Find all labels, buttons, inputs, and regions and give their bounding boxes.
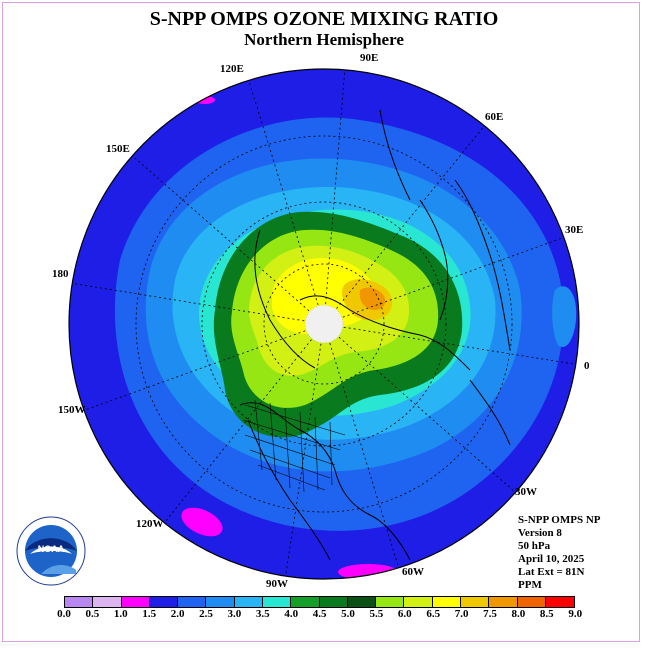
map-subtitle: Northern Hemisphere [244, 30, 404, 49]
colorbar-tick-label: 0.5 [85, 608, 100, 620]
colorbar-tick-label: 1.5 [142, 608, 157, 620]
colorbar-tick-label: 6.5 [426, 608, 441, 620]
ozone-field-7.5 [359, 287, 386, 310]
colorbar-segment [206, 597, 235, 607]
colorbar-segment [347, 597, 377, 607]
noaa-logo-text: NOAA [38, 544, 65, 554]
map-boundary [68, 68, 580, 580]
polar-night-gap [304, 304, 344, 344]
info-pressure-level: 50 hPa [518, 540, 551, 552]
colorbar-segment [404, 597, 433, 607]
colorbar-tick-label: 8.0 [511, 608, 526, 620]
colorbar-segment [432, 597, 461, 607]
colorbar-tick-label: 8.5 [539, 608, 554, 620]
lon-label-60e: 60E [485, 111, 504, 123]
colorbar-tick-label: 3.0 [227, 608, 242, 620]
colorbar-ticks: 0.0 0.5 1.0 1.5 2.0 2.5 3.0 3.5 4.0 4.5 5.0 5.5 6.0 6… [0, 608, 648, 624]
lon-label-120w: 120W [136, 518, 164, 530]
colorbar-tick-label: 0.0 [57, 608, 71, 620]
colorbar-tick-label: 9.0 [568, 608, 583, 620]
colorbar-tick-label: 6.0 [397, 608, 412, 620]
lon-label-30w: 30W [515, 486, 537, 498]
colorbar-segment [262, 597, 292, 607]
colorbar-tick-label: 7.0 [454, 608, 469, 620]
colorbar [64, 596, 576, 608]
lon-label-150e: 150E [106, 143, 130, 155]
info-instrument: S-NPP OMPS NP [518, 514, 601, 526]
ozone-field-low-max-1 [181, 507, 223, 537]
image-frame [2, 2, 640, 642]
lon-label-90e: 90E [360, 52, 379, 64]
colorbar-segment [291, 597, 320, 607]
colorbar-segment [65, 597, 94, 607]
info-version: Version 8 [518, 527, 562, 539]
colorbar-segment [517, 597, 546, 607]
colorbar-tick-label: 2.0 [170, 608, 185, 620]
coastlines [239, 109, 511, 561]
colorbar-segment [93, 597, 122, 607]
info-lat-extent: Lat Ext = 81N [518, 566, 585, 578]
lon-label-150w: 150W [58, 404, 86, 416]
colorbar-tick-label: 2.5 [199, 608, 213, 620]
colorbar-tick-label: 1.0 [113, 608, 128, 620]
colorbar-segment [121, 597, 150, 607]
info-date: April 10, 2025 [518, 553, 585, 565]
latitude-circles [135, 135, 513, 513]
colorbar-segment [376, 597, 405, 607]
colorbar-segment [460, 597, 490, 607]
colorbar-tick-label: 5.5 [369, 608, 384, 620]
colorbar-tick-label: 5.0 [341, 608, 355, 620]
map-title: S-NPP OMPS OZONE MIXING RATIO [149, 8, 499, 30]
meridians [69, 69, 579, 579]
noaa-logo: NOAA [16, 516, 86, 586]
colorbar-segment [489, 597, 518, 607]
data-grid-region [242, 399, 346, 493]
colorbar-tick-label: 7.5 [483, 608, 497, 620]
colorbar-segment [178, 597, 207, 607]
info-units: PPM [518, 579, 542, 591]
lon-label-120e: 120E [220, 63, 244, 75]
colorbar-tick-label: 3.5 [255, 608, 270, 620]
lon-label-30e: 30E [565, 224, 584, 236]
lon-label-0: 0 [584, 360, 590, 372]
lon-label-90w: 90W [266, 578, 288, 590]
colorbar-tick-label: 4.0 [284, 608, 299, 620]
lon-label-60w: 60W [402, 566, 424, 578]
lon-label-180: 180 [52, 268, 69, 280]
colorbar-segment [319, 597, 348, 607]
ozone-field-east-band [552, 286, 577, 348]
colorbar-tick-label: 4.5 [312, 608, 327, 620]
colorbar-segment [149, 597, 179, 607]
ozone-field-6.5 [272, 258, 376, 334]
colorbar-segment [234, 597, 263, 607]
info-panel: S-NPP OMPS NP Version 8 50 hPa April 10,… [518, 514, 601, 592]
colorbar-segment [545, 597, 575, 607]
